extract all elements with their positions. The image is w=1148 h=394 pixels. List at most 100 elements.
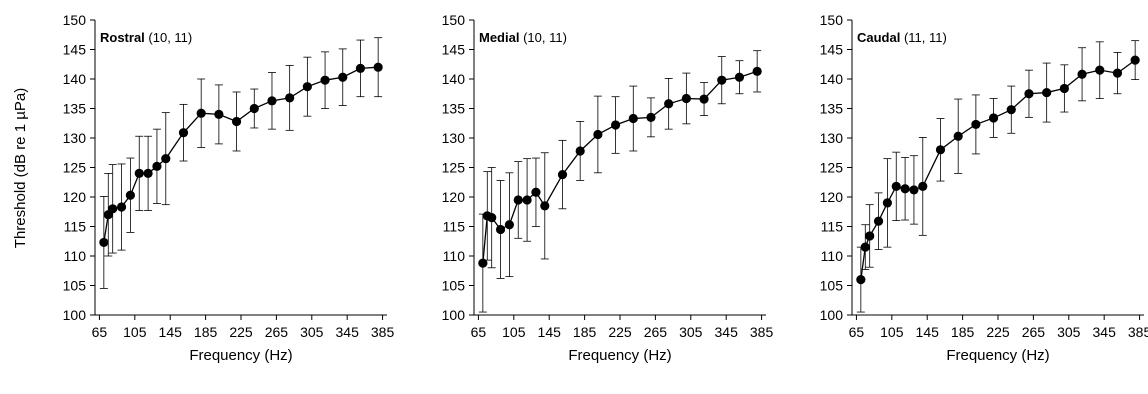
y-tick-label: 140 (442, 71, 466, 87)
x-tick-label: 185 (951, 324, 975, 340)
data-point (355, 63, 366, 73)
data-point (99, 237, 109, 248)
panel-medial: Medial (10, 11) Frequency (Hz) 100 105 110… (442, 12, 774, 364)
series-line (860, 59, 1136, 280)
data-point (478, 258, 488, 268)
panel-rostral-title-bold: Rostral (100, 30, 145, 45)
x-tick-label: 305 (679, 324, 703, 340)
data-point (953, 131, 963, 141)
x-tick-label: 345 (715, 324, 739, 340)
data-point (646, 112, 656, 122)
data-point (752, 66, 762, 76)
y-tick-label: 110 (821, 248, 844, 264)
panel-rostral: Rostral (10, 11) Frequency (Hz) 100 105 11… (63, 12, 395, 364)
data-point (285, 93, 295, 103)
data-point (891, 181, 901, 191)
data-point (320, 75, 330, 85)
y-tick-label: 125 (63, 160, 87, 176)
y-tick-label: 120 (442, 189, 466, 205)
data-point (610, 120, 621, 130)
x-tick-label: 225 (229, 324, 253, 340)
x-tick-label: 145 (159, 324, 183, 340)
data-point (1112, 68, 1123, 78)
data-point (196, 108, 206, 118)
y-tick-label: 135 (820, 101, 844, 117)
data-point (865, 231, 875, 241)
y-tick-label: 115 (821, 219, 844, 235)
data-point (557, 169, 568, 180)
data-point (918, 181, 928, 191)
data-point (108, 204, 118, 214)
y-tick-label: 100 (820, 307, 844, 323)
data-point (1059, 83, 1069, 94)
panel-medial-title-rest: (10, 11) (519, 30, 566, 45)
data-point (152, 161, 162, 171)
y-tick-label: 145 (442, 42, 466, 58)
data-point (1095, 65, 1105, 75)
y-tick-label: 145 (820, 42, 844, 58)
data-point (1042, 87, 1052, 98)
y-tick-label: 145 (63, 42, 87, 58)
x-tick-label: 65 (849, 324, 865, 340)
y-tick-label: 130 (820, 130, 844, 146)
x-tick-label: 105 (502, 324, 526, 340)
x-tick-label: 65 (471, 324, 487, 340)
x-tick-label: 105 (880, 324, 904, 340)
data-point (1077, 69, 1087, 79)
x-tick-label: 185 (573, 324, 597, 340)
y-tick-label: 130 (442, 130, 466, 146)
panel-caudal: Caudal (11, 11) Frequency (Hz) 100 105 110… (820, 12, 1148, 364)
y-tick-label: 130 (63, 130, 87, 146)
y-tick-label: 105 (442, 278, 466, 294)
x-tick-label: 65 (92, 324, 108, 340)
y-tick-label: 125 (442, 160, 466, 176)
x-tick-label: 225 (608, 324, 632, 340)
data-point (935, 145, 946, 155)
y-tick-label: 135 (63, 101, 87, 117)
data-point (900, 184, 910, 194)
y-tick-label: 105 (820, 278, 844, 294)
panel-medial-title: Medial (10, 11) (479, 30, 567, 45)
panel-caudal-xlabel: Frequency (Hz) (946, 347, 1049, 364)
panel-caudal-title: Caudal (11, 11) (857, 30, 947, 45)
data-point (487, 213, 497, 223)
data-point (495, 224, 506, 235)
y-tick-label: 115 (64, 219, 87, 235)
y-tick-label: 150 (442, 12, 466, 28)
x-tick-label: 305 (1057, 324, 1081, 340)
x-tick-label: 265 (1022, 324, 1046, 340)
data-point (540, 201, 550, 211)
y-tick-label: 110 (443, 248, 466, 264)
x-tick-label: 385 (1128, 324, 1148, 340)
data-point (699, 94, 709, 104)
y-tick-label: 125 (820, 160, 844, 176)
y-tick-label: 100 (63, 307, 87, 323)
x-tick-label: 225 (986, 324, 1010, 340)
x-tick-label: 345 (336, 324, 360, 340)
series-line (482, 70, 758, 264)
data-point (302, 82, 312, 92)
data-point (338, 72, 348, 82)
panel-rostral-xlabel: Frequency (Hz) (189, 347, 292, 364)
y-tick-label: 120 (820, 189, 844, 205)
y-tick-label: 115 (443, 219, 466, 235)
data-point (717, 75, 727, 85)
data-point (575, 146, 585, 156)
data-point (373, 62, 383, 72)
data-point (116, 202, 127, 212)
y-tick-label: 150 (63, 12, 87, 28)
x-tick-label: 105 (123, 324, 147, 340)
panel-medial-title-bold: Medial (479, 30, 519, 45)
y-tick-label: 105 (63, 278, 87, 294)
data-point (267, 96, 277, 106)
data-point (971, 119, 981, 130)
y-tick-label: 120 (63, 189, 87, 205)
x-tick-label: 385 (371, 324, 395, 340)
x-tick-label: 145 (538, 324, 562, 340)
data-point (143, 168, 153, 178)
data-point (856, 275, 866, 285)
x-tick-label: 185 (194, 324, 218, 340)
data-point (628, 113, 638, 124)
data-point (231, 116, 242, 127)
